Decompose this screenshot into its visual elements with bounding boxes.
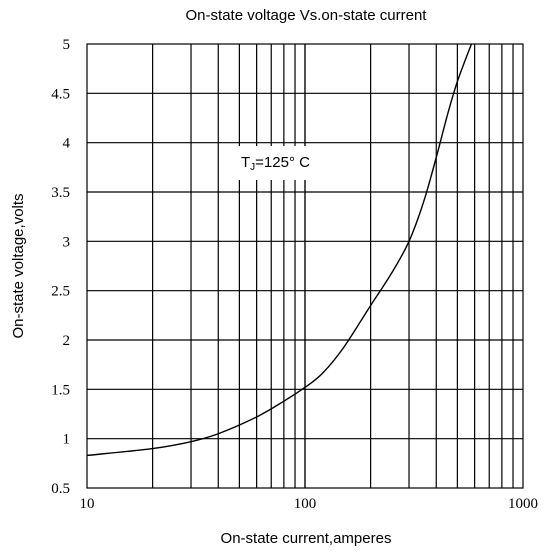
annotation-text: TJ=125° C [241, 154, 310, 173]
y-axis-label: On-state voltage,volts [10, 193, 27, 338]
x-tick-label: 10 [80, 496, 95, 512]
y-tick-label: 5 [63, 37, 71, 53]
y-tick-label: 2 [63, 333, 71, 349]
x-tick-label: 100 [294, 496, 317, 512]
x-axis-label: On-state current,amperes [221, 530, 392, 547]
y-tick-label: 2.5 [51, 284, 70, 300]
y-axis-ticks: 0.5 1 1.5 2 2.5 3 3.5 4 4.5 5 [51, 37, 70, 497]
plot-area: 10 100 1000 0.5 1 1.5 2 2.5 3 3.5 4 4.5 5 [51, 37, 538, 512]
x-tick-label: 1000 [508, 496, 538, 512]
y-tick-label: 1 [63, 432, 71, 448]
x-axis-ticks: 10 100 1000 [80, 496, 539, 512]
y-tick-label: 3.5 [51, 185, 70, 201]
annotation-main: T [241, 154, 250, 171]
y-tick-label: 1.5 [51, 382, 70, 398]
y-tick-label: 4.5 [51, 86, 70, 102]
annotation-subscript: J [250, 162, 255, 173]
series-line [87, 44, 473, 457]
grid-lines [87, 44, 523, 488]
annotation-box [224, 146, 348, 180]
temperature-annotation: TJ=125° C [224, 146, 348, 180]
annotation-rest: =125° C [255, 154, 310, 171]
y-tick-label: 0.5 [51, 481, 70, 497]
series-layer [87, 44, 473, 457]
y-tick-label: 4 [63, 136, 71, 152]
chart-title: On-state voltage Vs.on-state current [186, 7, 428, 24]
y-tick-label: 3 [63, 234, 71, 250]
